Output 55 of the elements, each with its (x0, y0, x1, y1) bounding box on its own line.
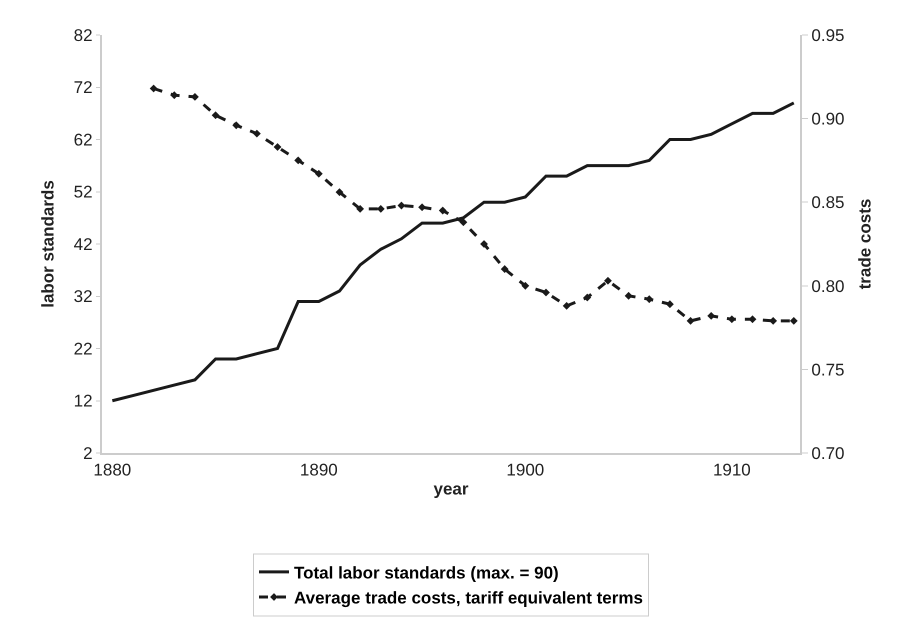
point (212, 111, 220, 120)
y-tick-label: 72 (74, 78, 93, 98)
point (500, 265, 509, 273)
point (418, 203, 426, 212)
x-tick-label: 1910 (712, 460, 751, 480)
y-axis-title: labor standards (38, 180, 58, 308)
point (686, 317, 694, 325)
point (624, 292, 632, 300)
point (790, 317, 798, 325)
y-tick-label: 32 (74, 287, 93, 306)
point (336, 188, 344, 196)
point (150, 84, 158, 92)
legend-label: Total labor standards (max. = 90) (294, 564, 559, 582)
point (294, 156, 302, 164)
y-tick-label: 22 (74, 339, 93, 358)
y2-tick-label: 0.80 (811, 276, 844, 296)
point (398, 202, 406, 210)
point (191, 92, 199, 101)
point (438, 206, 447, 214)
point (707, 312, 716, 320)
y2-tick-label: 0.90 (811, 110, 844, 129)
y-tick-label: 12 (74, 392, 93, 411)
y2-tick-label: 0.70 (811, 444, 844, 463)
y-tick-label: 62 (74, 130, 93, 150)
x-axis-title: year (434, 479, 469, 498)
point (274, 143, 282, 151)
y2-tick-label: 0.95 (811, 26, 844, 45)
point (583, 294, 592, 302)
point (356, 204, 364, 213)
point (666, 300, 674, 308)
point (459, 218, 468, 226)
point (521, 282, 530, 290)
x-tick-label: 1880 (93, 460, 132, 480)
point (232, 121, 240, 130)
point (314, 170, 323, 178)
y-tick-label: 52 (74, 182, 93, 202)
point (728, 315, 736, 324)
point (748, 315, 756, 324)
y-tick-label: 42 (74, 234, 93, 254)
y-tick-label: 82 (74, 26, 93, 45)
point (645, 295, 654, 304)
legend-label: Average trade costs, tariff equivalent terms (294, 588, 643, 608)
x-tick-label: 1900 (506, 460, 544, 480)
point (562, 302, 571, 310)
point (769, 317, 778, 325)
point (542, 288, 550, 296)
point (376, 204, 385, 213)
y2-tick-label: 0.85 (811, 193, 844, 212)
y-tick-label: 2 (83, 444, 93, 463)
point (604, 276, 612, 285)
x-tick-label: 1890 (300, 460, 338, 480)
point (480, 240, 488, 248)
y2-axis-title: trade costs (855, 198, 874, 290)
point (252, 130, 261, 138)
y2-tick-label: 0.75 (811, 360, 844, 380)
